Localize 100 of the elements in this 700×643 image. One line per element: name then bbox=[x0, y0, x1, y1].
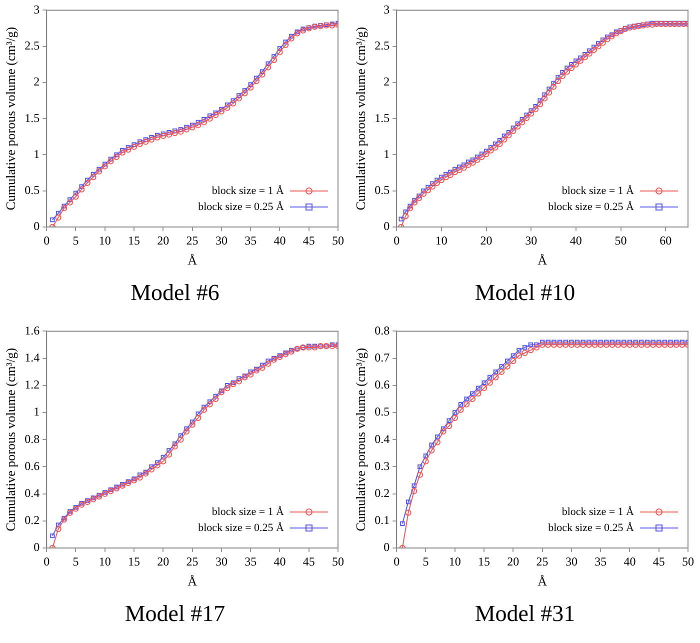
point bbox=[96, 166, 102, 172]
x-tick-label: 45 bbox=[302, 554, 315, 568]
point bbox=[650, 340, 656, 344]
point bbox=[50, 217, 55, 222]
point bbox=[184, 124, 189, 130]
point bbox=[120, 148, 125, 153]
point bbox=[154, 462, 160, 468]
point bbox=[236, 376, 242, 381]
point bbox=[463, 401, 470, 408]
point bbox=[260, 69, 265, 74]
point bbox=[498, 368, 505, 375]
point bbox=[96, 492, 102, 498]
point bbox=[66, 199, 74, 206]
point bbox=[673, 342, 680, 348]
x-tick-label: 10 bbox=[98, 554, 111, 568]
point bbox=[650, 342, 656, 348]
legend-label: block size = 0.25 Å bbox=[198, 200, 284, 213]
point bbox=[264, 64, 272, 70]
point bbox=[160, 454, 166, 460]
point bbox=[130, 144, 138, 150]
x-tick-label: 35 bbox=[594, 554, 607, 568]
point bbox=[212, 112, 219, 118]
point bbox=[136, 474, 143, 481]
point bbox=[102, 163, 108, 170]
point bbox=[586, 342, 592, 348]
x-tick-label: 40 bbox=[570, 233, 582, 248]
point bbox=[236, 93, 242, 98]
point bbox=[667, 342, 674, 348]
point bbox=[546, 340, 550, 344]
point bbox=[423, 454, 428, 458]
y-axis-title: Cumulative porous volume (cm³/g) bbox=[353, 26, 368, 210]
point bbox=[545, 342, 552, 348]
point bbox=[148, 466, 155, 473]
point bbox=[300, 27, 306, 34]
point bbox=[230, 98, 236, 103]
point bbox=[132, 142, 136, 147]
y-tick-label: 1.2 bbox=[24, 378, 40, 392]
point bbox=[178, 127, 183, 132]
x-tick-label: 0 bbox=[394, 554, 400, 568]
point bbox=[563, 340, 568, 344]
y-tick-label: 1.5 bbox=[24, 110, 40, 125]
point bbox=[166, 448, 172, 453]
point bbox=[614, 342, 622, 348]
point bbox=[586, 340, 592, 344]
point bbox=[85, 178, 90, 182]
point bbox=[288, 35, 294, 42]
point bbox=[598, 340, 603, 344]
point bbox=[680, 340, 685, 344]
x-tick-label: 15 bbox=[478, 554, 490, 568]
x-tick-label: 25 bbox=[536, 554, 548, 568]
point bbox=[166, 130, 172, 135]
x-tick-label: 20 bbox=[507, 554, 520, 568]
point bbox=[458, 406, 464, 413]
point bbox=[270, 56, 277, 64]
point bbox=[440, 426, 446, 432]
point bbox=[213, 110, 218, 116]
point bbox=[644, 340, 650, 344]
point bbox=[248, 370, 253, 374]
point bbox=[516, 348, 522, 353]
point bbox=[172, 128, 178, 134]
point bbox=[254, 76, 259, 80]
point bbox=[259, 71, 266, 78]
point bbox=[189, 422, 196, 428]
y-tick-label: 0.8 bbox=[24, 432, 40, 446]
y-tick-label: 3 bbox=[384, 2, 390, 16]
point bbox=[410, 488, 418, 494]
point bbox=[136, 140, 143, 147]
point bbox=[522, 345, 528, 350]
point bbox=[522, 350, 528, 356]
point bbox=[219, 106, 224, 112]
x-tick-label: 25 bbox=[186, 554, 198, 568]
point bbox=[154, 132, 160, 138]
text: Model #10 bbox=[474, 279, 576, 307]
point bbox=[148, 136, 155, 143]
point bbox=[90, 172, 96, 177]
point bbox=[610, 340, 615, 344]
point bbox=[435, 434, 440, 440]
y-tick-label: 0.5 bbox=[374, 404, 390, 419]
point bbox=[277, 353, 282, 358]
point bbox=[60, 205, 68, 212]
x-tick-label: 30 bbox=[525, 233, 538, 248]
point bbox=[184, 426, 189, 432]
point bbox=[539, 342, 546, 348]
point bbox=[440, 428, 446, 435]
point bbox=[224, 383, 230, 388]
y-tick-label: 3 bbox=[34, 2, 40, 16]
point bbox=[534, 342, 539, 348]
x-tick-label: 10 bbox=[448, 554, 461, 568]
point bbox=[282, 42, 289, 48]
x-tick-label: 5 bbox=[72, 233, 79, 248]
point bbox=[190, 122, 195, 128]
point bbox=[149, 464, 154, 470]
y-tick-label: 1 bbox=[384, 146, 390, 161]
y-tick-label: 1 bbox=[34, 404, 40, 419]
point bbox=[533, 344, 540, 351]
point bbox=[190, 420, 195, 424]
point bbox=[55, 526, 62, 532]
point bbox=[72, 194, 79, 200]
point bbox=[62, 204, 66, 208]
point bbox=[412, 483, 416, 488]
